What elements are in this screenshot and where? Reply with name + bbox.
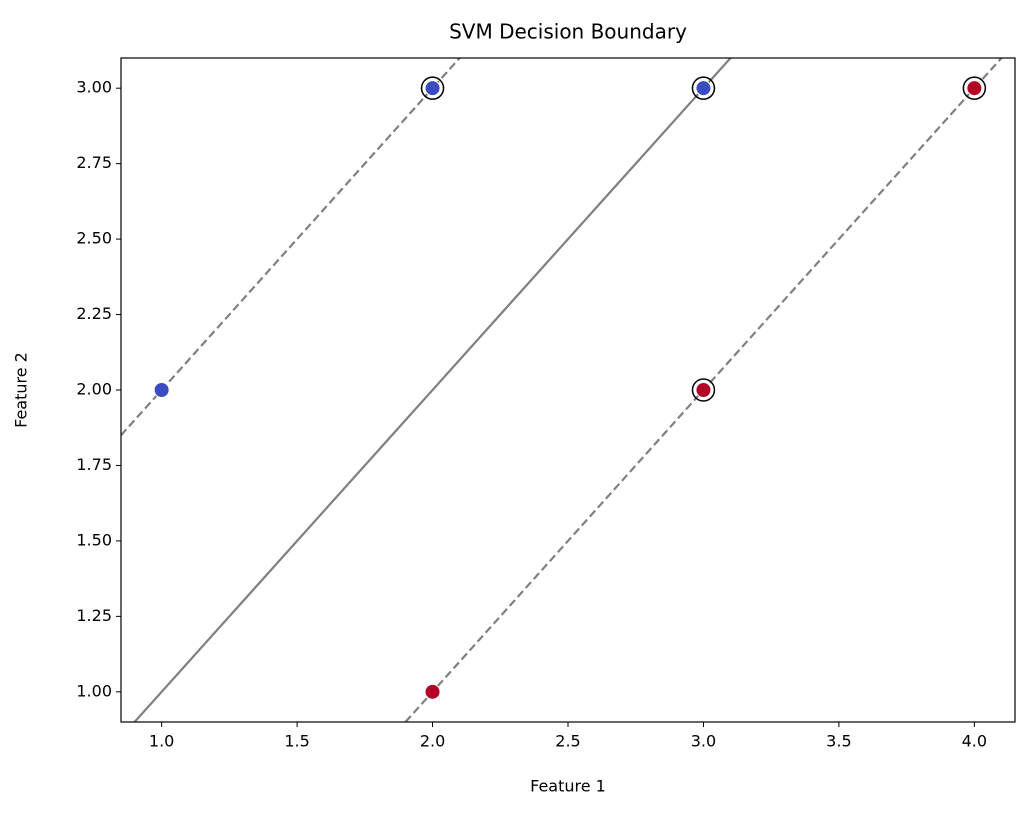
y-tick-label: 2.25 <box>76 304 112 323</box>
axes-frame <box>120 57 1016 723</box>
point <box>966 80 983 97</box>
x-tick-label: 4.0 <box>962 732 987 751</box>
decision-boundary <box>133 58 732 722</box>
y-tick-label: 3.00 <box>76 78 112 97</box>
x-tick-label: 3.5 <box>826 732 851 751</box>
x-tick-label: 3.0 <box>691 732 716 751</box>
chart-title: SVM Decision Boundary <box>449 20 687 44</box>
point <box>695 382 712 398</box>
x-tick-label: 1.0 <box>149 732 174 751</box>
support-vector <box>691 76 716 100</box>
x-axis-label: Feature 1 <box>530 777 606 796</box>
margin-line <box>121 58 461 437</box>
y-tick-label: 2.00 <box>76 380 112 399</box>
y-tick-label: 2.50 <box>76 229 112 248</box>
support-vector <box>962 76 987 100</box>
support-vector <box>691 378 716 402</box>
point <box>695 80 712 97</box>
x-tick-label: 1.5 <box>284 732 309 751</box>
point <box>424 80 441 97</box>
y-tick-label: 2.75 <box>76 153 112 172</box>
y-axis-label: Feature 2 <box>12 352 31 428</box>
y-tick-label: 1.50 <box>76 530 112 549</box>
y-tick-label: 1.25 <box>76 606 112 625</box>
x-tick-label: 2.5 <box>555 732 580 751</box>
plot-area <box>121 58 1003 722</box>
x-tick-label: 2.0 <box>420 732 445 751</box>
y-tick-label: 1.75 <box>76 455 112 474</box>
support-vector <box>420 76 445 100</box>
y-tick-label: 1.00 <box>76 681 112 700</box>
point <box>153 382 170 398</box>
point <box>424 683 441 700</box>
